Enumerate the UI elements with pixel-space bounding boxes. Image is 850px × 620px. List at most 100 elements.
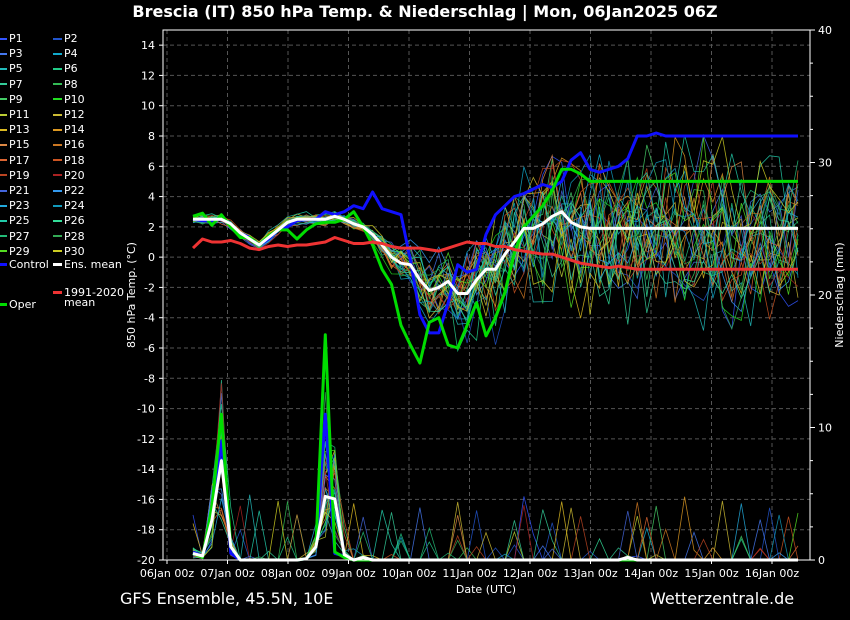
legend-label: P19 [9,168,30,182]
legend-item-p21: P21 [0,184,30,197]
legend-swatch [53,128,62,131]
legend-label: P4 [64,47,78,61]
y-tick-label: -2 [144,281,155,294]
ensemble-member-precip [192,413,798,561]
legend-label: P23 [9,199,30,213]
y-tick-label: -12 [137,433,155,446]
y-tick-label: 0 [148,251,155,264]
ensemble-member-line [192,134,799,325]
legend-swatch [0,189,7,192]
x-axis-ticks: 06Jan 00z 07Jan 00z 08Jan 00z 09Jan 00z 10Ja… [140,560,799,580]
legend-label: P11 [9,108,30,121]
y-tick-label: -8 [144,372,155,385]
plot-frame [162,29,811,561]
legend-swatch [53,83,62,86]
legend-label: P5 [9,62,23,76]
legend-label: P15 [9,138,30,152]
legend-label: P20 [64,168,85,182]
legend-swatch [53,204,62,207]
legend-item-ens-mean: Ens. mean [53,258,122,271]
legend-item-p19: P19 [0,169,30,182]
legend-item-p13: P13 [0,123,30,136]
legend-swatch [0,219,7,222]
footer-site-name: Wetterzentrale.de [650,589,795,608]
legend-swatch [0,263,7,266]
y-tick-label: 2 [148,221,155,234]
ensemble-member-precip [192,440,798,561]
legend-label: P21 [9,184,30,197]
legend-label: P12 [64,108,85,121]
legend-item-p16: P16 [53,138,85,151]
legend-item-p12: P12 [53,108,85,121]
legend-item-p14: P14 [53,123,85,136]
legend-swatch [0,128,7,131]
legend-item-p25: P25 [0,214,30,227]
ensemble-member-precip [192,383,798,561]
x-tick-label: 09Jan 00z [321,567,375,580]
ensemble-member-precip [192,444,798,561]
legend-label: P10 [64,92,85,106]
legend-item-p28: P28 [53,230,85,243]
legend-label: P30 [64,244,85,258]
legend-swatch [53,67,62,70]
x-tick-label: 11Jan 00z [442,567,496,580]
ensemble-member-precip [192,457,798,561]
x-tick-label: 14Jan 00z [624,567,678,580]
legend-swatch [0,250,7,253]
legend-label: P24 [64,199,85,213]
legend-swatch [53,189,62,192]
x-tick-label: 16Jan 00z [745,567,799,580]
legend-swatch [53,250,62,253]
legend-label: P6 [64,62,78,76]
legend-swatch [0,174,7,177]
x-tick-label: 10Jan 00z [382,567,436,580]
ensemble-members [192,133,799,562]
y-tick-label: -4 [144,312,155,325]
legend-label: P28 [64,229,85,243]
y2-axis-ticks: 0 10 20 30 40 [810,24,832,567]
x-tick-label: 12Jan 00z [503,567,557,580]
ensemble-member-precip [192,431,798,561]
legend-label: P1 [9,32,23,45]
x-tick-label: 08Jan 00z [261,567,315,580]
legend-item-p27: P27 [0,230,30,243]
y2-tick-label: 40 [818,24,832,37]
y2-tick-label: 10 [818,422,832,435]
legend-item-p26: P26 [53,214,85,227]
legend-item-p2: P2 [53,32,78,45]
y2-tick-label: 20 [818,289,832,302]
legend-item-p9: P9 [0,93,23,106]
ensemble-member-precip [192,460,798,561]
y-tick-label: -16 [137,493,155,506]
legend-swatch [0,37,7,40]
y-tick-label: 14 [141,39,155,52]
precip-line-ens-mean [192,459,798,562]
ensemble-member-precip [192,422,799,561]
y-tick-label: 4 [148,191,155,204]
legend-swatch [53,113,62,116]
legend-item-p30: P30 [53,245,85,258]
x-axis-label: Date (UTC) [456,583,516,596]
legend-climatology-line2: mean [64,296,96,309]
chart-title: Brescia (IT) 850 hPa Temp. & Niederschla… [132,2,718,21]
y-axis-label: 850 hPa Temp. (°C) [125,242,138,348]
legend-swatch [53,291,62,294]
legend-item-p22: P22 [53,184,85,197]
legend-label: P14 [64,123,85,137]
legend-swatch [53,219,62,222]
legend-item-p23: P23 [0,199,30,212]
legend-swatch [0,52,7,55]
ensemble-member-precip [192,496,798,561]
legend-swatch [53,143,62,146]
legend-swatch [53,159,62,162]
legend-item-p5: P5 [0,62,23,75]
legend-label: P25 [9,214,30,228]
legend-item-climatology: 1991-2020 [53,286,124,299]
legend-item-control: Control [0,258,49,271]
legend-item-p18: P18 [53,154,85,167]
legend-swatch [53,98,62,101]
ensemble-member-line [192,160,799,317]
legend-swatch [53,37,62,40]
y-tick-label: -18 [137,524,155,537]
ensemble-member-precip [192,457,798,561]
